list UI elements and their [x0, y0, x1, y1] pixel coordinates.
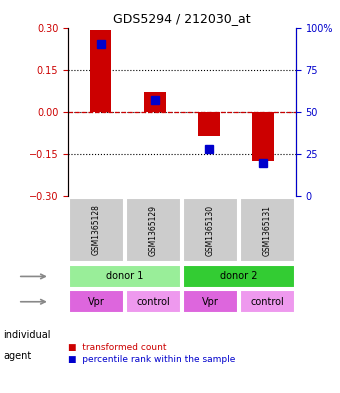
- Text: control: control: [251, 297, 284, 307]
- FancyBboxPatch shape: [183, 290, 238, 313]
- Text: GSM1365129: GSM1365129: [149, 204, 158, 255]
- FancyBboxPatch shape: [69, 265, 181, 288]
- Text: GSM1365128: GSM1365128: [92, 205, 101, 255]
- FancyBboxPatch shape: [240, 290, 295, 313]
- FancyBboxPatch shape: [69, 290, 124, 313]
- Text: Vpr: Vpr: [202, 297, 219, 307]
- Text: ■  transformed count: ■ transformed count: [68, 343, 167, 352]
- FancyBboxPatch shape: [126, 198, 181, 263]
- Title: GDS5294 / 212030_at: GDS5294 / 212030_at: [113, 12, 251, 25]
- FancyBboxPatch shape: [183, 198, 238, 263]
- Bar: [144, 92, 166, 112]
- Text: donor 2: donor 2: [220, 272, 258, 281]
- Text: GSM1365130: GSM1365130: [206, 204, 215, 255]
- Bar: [198, 112, 220, 136]
- Text: Vpr: Vpr: [88, 297, 105, 307]
- Text: GSM1365131: GSM1365131: [263, 204, 272, 255]
- Bar: [252, 112, 274, 161]
- Text: donor 1: donor 1: [106, 272, 143, 281]
- Text: control: control: [137, 297, 170, 307]
- FancyBboxPatch shape: [69, 198, 124, 263]
- Text: ■  percentile rank within the sample: ■ percentile rank within the sample: [68, 355, 235, 364]
- FancyBboxPatch shape: [240, 198, 295, 263]
- Bar: [90, 30, 112, 112]
- FancyBboxPatch shape: [183, 265, 295, 288]
- FancyBboxPatch shape: [126, 290, 181, 313]
- Text: individual: individual: [3, 330, 51, 340]
- Text: agent: agent: [3, 351, 32, 361]
